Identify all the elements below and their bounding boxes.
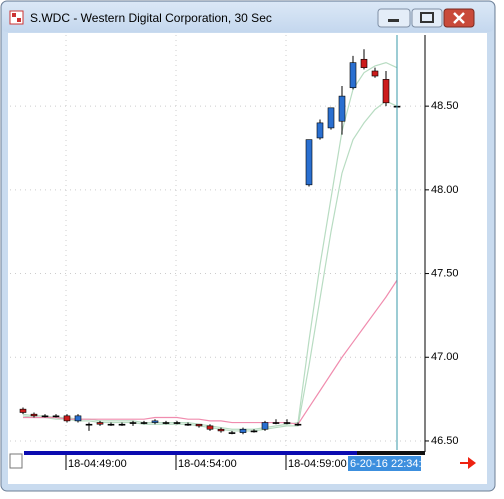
indicator-line (23, 279, 398, 425)
candle-body (96, 422, 104, 425)
candle-body (349, 62, 357, 89)
x-tick-label: 18-04:59:00 (288, 458, 347, 470)
window-title: S.WDC - Western Digital Corporation, 30 … (30, 11, 272, 25)
candle-body (52, 415, 60, 418)
candle-body (173, 422, 181, 424)
candle-body (217, 428, 225, 432)
candle-body (118, 423, 126, 426)
y-tick-label: 48.00 (431, 184, 459, 196)
candle-body (261, 422, 269, 430)
candle-body (250, 430, 258, 433)
cursor-label-bg (348, 456, 421, 471)
candle-body (305, 139, 313, 186)
candle-body (30, 413, 38, 417)
x-tick-label: 18-04:54:00 (178, 458, 237, 470)
minimize-button[interactable] (377, 8, 411, 28)
candle-body (184, 423, 192, 426)
title-bar (2, 2, 494, 32)
y-tick-label: 47.50 (431, 267, 459, 279)
candle-body (327, 107, 335, 129)
candle-body (371, 70, 379, 77)
y-tick-label: 48.50 (431, 100, 459, 112)
cursor-label: 6-20-16 22:34:00 (350, 458, 434, 470)
candle-body (41, 415, 49, 418)
candle-body (382, 79, 390, 104)
candle-body (239, 428, 247, 433)
candle-body (360, 58, 368, 68)
scroll-right-arrow[interactable] (460, 457, 476, 469)
candle-body (294, 423, 302, 426)
candle-body (151, 420, 159, 423)
maximize-button[interactable] (411, 8, 443, 28)
candle-body (85, 423, 93, 426)
candle-body (107, 423, 115, 426)
y-tick-label: 47.00 (431, 351, 459, 363)
candle-body (162, 422, 170, 424)
candle-body (283, 422, 291, 424)
scroll-box[interactable] (9, 453, 23, 469)
y-tick-label: 46.50 (431, 435, 459, 447)
candle-body (129, 422, 137, 424)
candle-body (74, 415, 82, 422)
candle-body (63, 415, 71, 422)
candle-body (272, 422, 280, 424)
candle-body (206, 425, 214, 430)
candle-body (195, 423, 203, 427)
candle-body (338, 95, 346, 122)
app-icon (9, 10, 24, 25)
candle-body (228, 432, 236, 434)
scrollbar[interactable] (24, 451, 357, 455)
candle-body (19, 408, 27, 413)
candle-body (140, 422, 148, 424)
x-tick-label: 18-04:49:00 (68, 458, 127, 470)
chart-area (8, 33, 487, 484)
candle-body (316, 122, 324, 139)
